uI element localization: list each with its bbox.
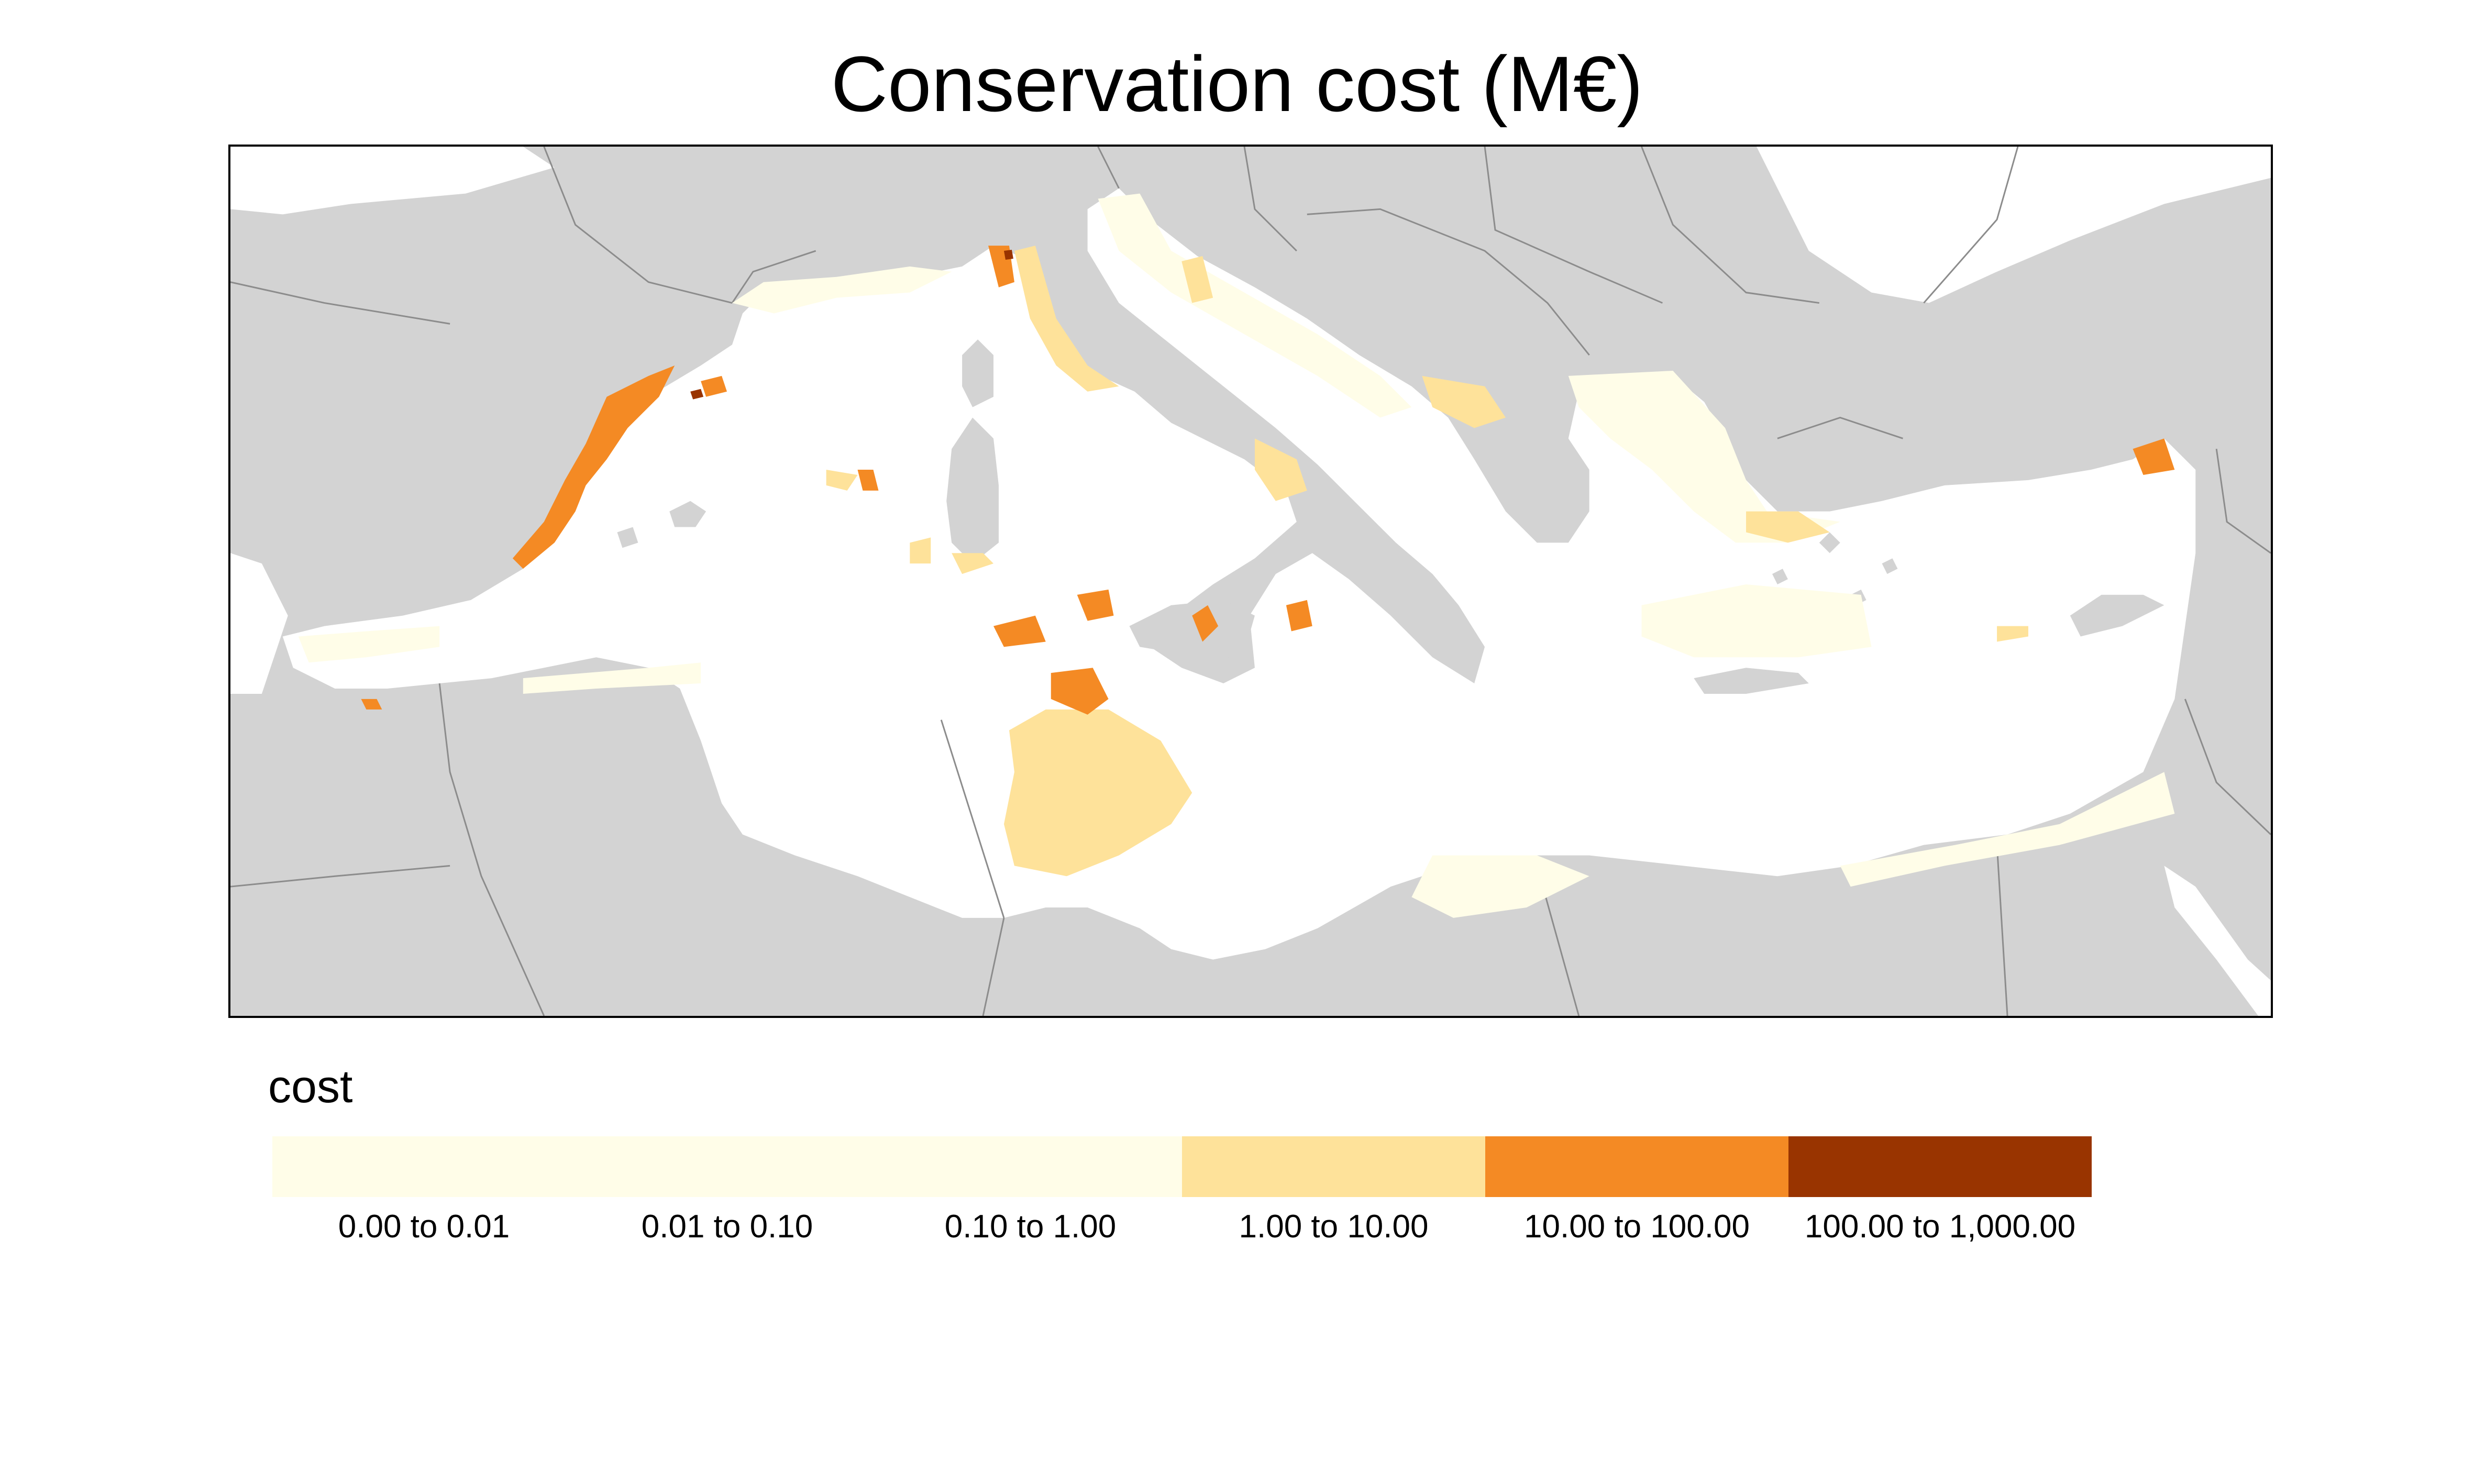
legend-swatch-1: [576, 1136, 879, 1197]
sicily-island: [1129, 600, 1255, 663]
corsica-island: [962, 339, 994, 407]
cost-class-low: [298, 193, 2175, 918]
atlantic-west-water: [230, 553, 288, 694]
legend-swatch-5: [1788, 1136, 2092, 1197]
black-sea-water: [1757, 147, 2271, 303]
legend-label-1: 0.01 to 0.10: [641, 1209, 813, 1245]
legend-label-3: 1.00 to 10.00: [1239, 1209, 1429, 1245]
map-title: Conservation cost (M€): [831, 40, 1643, 128]
crete-island: [1694, 668, 1809, 694]
legend-swatch-3: [1182, 1136, 1485, 1197]
cyprus-island: [2070, 594, 2164, 637]
legend-swatches: [272, 1136, 2092, 1197]
atlantic-north-water: [230, 147, 555, 215]
legend-label-2: 0.10 to 1.00: [944, 1209, 1117, 1245]
cost-class-medium: [826, 246, 2028, 877]
legend-color-bar: [272, 1136, 2092, 1197]
legend-title: cost: [268, 1060, 353, 1112]
legend-label-5: 100.00 to 1,000.00: [1804, 1209, 2076, 1245]
mediterranean-map: [230, 147, 2271, 1016]
ibiza-island: [617, 527, 638, 548]
mallorca-island: [669, 501, 706, 527]
sardinia-island: [946, 417, 999, 564]
legend-swatch-0: [272, 1136, 576, 1197]
legend-labels: 0.00 to 0.01 0.01 to 0.10 0.10 to 1.00 1…: [272, 1203, 2092, 1256]
map-panel[interactable]: [228, 145, 2273, 1018]
legend-swatch-4: [1485, 1136, 1788, 1197]
legend-label-0: 0.00 to 0.01: [338, 1209, 510, 1245]
red-sea-water: [2164, 866, 2271, 1016]
country-borders: [230, 147, 2271, 1016]
legend-label-4: 10.00 to 100.00: [1524, 1209, 1750, 1245]
mediterranean-sea: [282, 188, 2196, 960]
cost-class-very-high: [690, 250, 1013, 400]
legend-swatch-2: [879, 1136, 1182, 1197]
